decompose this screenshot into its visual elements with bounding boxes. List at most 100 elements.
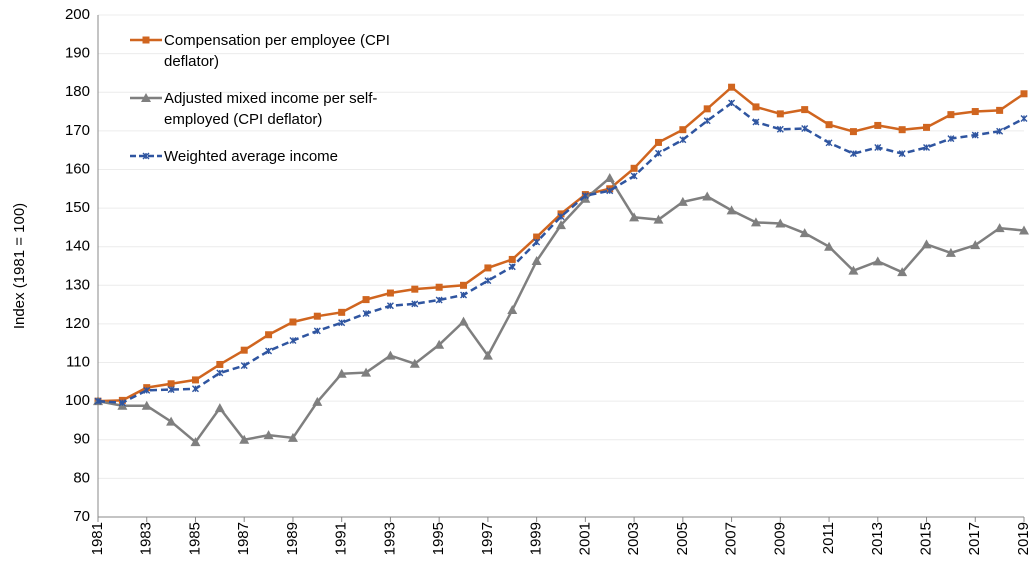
marker bbox=[629, 212, 640, 222]
marker bbox=[191, 385, 199, 393]
x-tick-label: 2007 bbox=[723, 522, 740, 555]
marker bbox=[118, 399, 126, 407]
marker bbox=[679, 126, 687, 134]
marker bbox=[239, 434, 250, 444]
marker bbox=[141, 93, 151, 102]
legend-item: Weighted average income bbox=[130, 146, 390, 167]
marker bbox=[1019, 225, 1029, 235]
x-tick-label: 1983 bbox=[138, 522, 155, 555]
marker bbox=[287, 432, 298, 442]
marker bbox=[216, 369, 224, 377]
marker bbox=[167, 380, 175, 388]
marker bbox=[604, 172, 615, 182]
y-tick-label: 80 bbox=[73, 469, 90, 486]
y-tick-label: 100 bbox=[65, 392, 90, 409]
marker bbox=[263, 430, 274, 440]
x-tick-label: 1991 bbox=[333, 522, 350, 555]
marker bbox=[653, 214, 664, 224]
marker bbox=[240, 346, 248, 354]
x-tick-label: 2015 bbox=[917, 522, 934, 555]
marker bbox=[508, 255, 516, 263]
marker bbox=[386, 302, 394, 310]
marker bbox=[313, 312, 321, 320]
marker bbox=[996, 127, 1004, 135]
marker bbox=[362, 310, 370, 317]
x-tick-label: 1999 bbox=[528, 522, 545, 555]
marker bbox=[606, 187, 614, 195]
marker bbox=[898, 150, 906, 158]
marker bbox=[848, 265, 859, 275]
marker bbox=[872, 256, 883, 266]
y-axis-title: Index (1981 = 100) bbox=[11, 203, 28, 329]
marker bbox=[409, 358, 420, 368]
marker bbox=[556, 220, 566, 230]
marker bbox=[557, 213, 565, 221]
x-tick-label: 1995 bbox=[430, 522, 447, 555]
marker bbox=[970, 240, 981, 250]
marker bbox=[752, 103, 760, 111]
marker bbox=[94, 397, 102, 405]
marker bbox=[482, 350, 493, 360]
marker bbox=[508, 263, 516, 271]
marker bbox=[677, 196, 688, 206]
marker bbox=[898, 126, 906, 134]
legend-item: Adjusted mixed income per self-employed … bbox=[130, 88, 390, 130]
x-tick-label: 1981 bbox=[89, 522, 106, 555]
x-tick-label: 1993 bbox=[381, 522, 398, 555]
marker bbox=[289, 318, 297, 326]
marker bbox=[921, 239, 932, 249]
marker bbox=[166, 416, 177, 426]
marker bbox=[971, 108, 979, 116]
marker bbox=[824, 241, 835, 251]
marker bbox=[460, 291, 468, 299]
marker bbox=[947, 135, 955, 143]
x-tick-label: 2019 bbox=[1015, 522, 1032, 555]
marker bbox=[507, 305, 518, 315]
x-tick-label: 1985 bbox=[186, 522, 203, 555]
marker bbox=[728, 83, 736, 91]
marker bbox=[752, 118, 760, 126]
y-tick-label: 70 bbox=[73, 508, 90, 525]
marker bbox=[971, 131, 979, 139]
marker bbox=[703, 105, 711, 113]
y-tick-label: 180 bbox=[65, 83, 90, 100]
x-tick-label: 2005 bbox=[674, 522, 691, 555]
marker bbox=[728, 99, 736, 107]
marker bbox=[703, 117, 711, 125]
marker bbox=[799, 228, 810, 238]
marker bbox=[484, 277, 492, 285]
x-tick-label: 2011 bbox=[820, 522, 837, 554]
marker bbox=[945, 247, 956, 257]
marker bbox=[142, 36, 150, 44]
marker bbox=[386, 289, 394, 297]
x-tick-label: 2017 bbox=[966, 522, 983, 555]
y-tick-label: 190 bbox=[65, 45, 90, 62]
y-tick-label: 200 bbox=[65, 6, 90, 23]
x-tick-label: 2013 bbox=[869, 522, 886, 555]
marker bbox=[336, 368, 347, 378]
x-tick-label: 2009 bbox=[771, 522, 788, 555]
legend-swatch bbox=[130, 152, 162, 160]
marker bbox=[143, 386, 151, 394]
marker bbox=[825, 121, 833, 129]
marker bbox=[338, 319, 346, 327]
legend-label: Adjusted mixed income per self-employed … bbox=[164, 90, 378, 128]
marker bbox=[411, 300, 419, 308]
marker bbox=[702, 191, 713, 201]
marker bbox=[874, 121, 882, 129]
marker bbox=[531, 255, 542, 265]
marker bbox=[994, 223, 1005, 233]
x-tick-label: 1987 bbox=[235, 522, 252, 555]
marker bbox=[460, 281, 468, 289]
y-tick-label: 140 bbox=[65, 238, 90, 255]
marker bbox=[825, 139, 833, 147]
marker bbox=[312, 396, 323, 406]
marker bbox=[313, 327, 321, 335]
marker bbox=[362, 296, 370, 304]
marker bbox=[630, 164, 638, 172]
marker bbox=[1020, 90, 1028, 98]
y-tick-label: 150 bbox=[65, 199, 90, 216]
marker bbox=[726, 205, 737, 215]
marker bbox=[776, 125, 784, 133]
